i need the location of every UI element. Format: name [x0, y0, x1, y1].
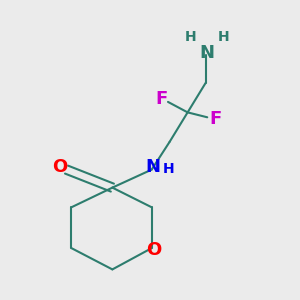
Text: H: H	[185, 30, 197, 44]
Text: H: H	[163, 162, 175, 176]
Text: F: F	[155, 90, 168, 108]
Text: H: H	[218, 30, 230, 44]
Text: N: N	[146, 158, 161, 176]
Text: N: N	[200, 44, 215, 62]
Text: O: O	[52, 158, 67, 176]
Text: F: F	[209, 110, 222, 128]
Text: O: O	[146, 241, 161, 259]
